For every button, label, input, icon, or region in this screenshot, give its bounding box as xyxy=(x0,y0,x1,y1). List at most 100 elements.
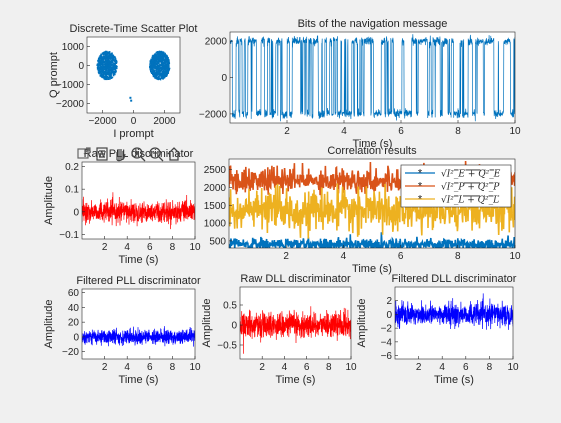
x-tick-label: 2 xyxy=(102,242,108,253)
y-tick-label: 40 xyxy=(68,303,80,314)
zoom-out-icon[interactable] xyxy=(148,146,164,162)
x-tick-label: 0 xyxy=(131,116,137,127)
axes-frame xyxy=(394,286,514,360)
x-tick-label: 2 xyxy=(259,362,265,373)
chart-navbits[interactable] xyxy=(229,31,516,124)
chart-title: Bits of the navigation message xyxy=(298,18,448,30)
export-icon[interactable] xyxy=(76,146,92,162)
series-line xyxy=(395,293,513,330)
chart-title: Raw PLL discriminator xyxy=(84,148,194,160)
x-tick-label: 8 xyxy=(455,126,461,137)
y-tick-label: −20 xyxy=(62,347,79,358)
y-tick-label: −2000 xyxy=(56,99,85,110)
x-tick-label: 2 xyxy=(416,362,422,373)
y-tick-label: 0 xyxy=(231,321,237,332)
series-line-2 xyxy=(229,183,515,239)
chart-scatter[interactable] xyxy=(86,36,181,114)
x-tick-label: 4 xyxy=(282,362,288,373)
plot-area[interactable] xyxy=(395,287,513,359)
y-tick-label: 2000 xyxy=(204,183,227,194)
legend-marker-icon: * xyxy=(418,168,423,180)
x-tick-label: 4 xyxy=(341,251,347,262)
chart-filtpll[interactable] xyxy=(81,288,196,360)
scatter-cluster-0 xyxy=(96,50,118,81)
x-tick-label: −2000 xyxy=(88,116,117,127)
x-tick-label: 4 xyxy=(124,242,130,253)
y-tick-label: 500 xyxy=(209,236,226,247)
chart-title: Discrete-Time Scatter Plot xyxy=(70,23,198,35)
series-line xyxy=(240,306,351,354)
x-axis-label: Time (s) xyxy=(353,138,393,150)
chart-rawpll[interactable] xyxy=(81,161,196,240)
chart-title: Filtered DLL discriminator xyxy=(392,273,517,285)
pan-icon[interactable] xyxy=(112,146,128,162)
series-line xyxy=(82,192,195,230)
y-tick-label: 1500 xyxy=(204,201,227,212)
scatter-cluster-1 xyxy=(149,50,171,81)
x-tick-label: 6 xyxy=(398,251,404,262)
series-line xyxy=(82,326,195,347)
y-tick-label: 0 xyxy=(386,310,392,321)
x-tick-label: 6 xyxy=(398,126,404,137)
x-tick-label: 4 xyxy=(439,362,445,373)
x-tick-label: 10 xyxy=(507,362,519,373)
y-tick-label: −0.1 xyxy=(59,230,79,241)
series-line xyxy=(230,34,515,122)
chart-filtdll[interactable] xyxy=(394,286,514,360)
chart-title: Filtered PLL discriminator xyxy=(76,275,201,287)
y-tick-label: −1000 xyxy=(56,80,85,91)
plot-area[interactable] xyxy=(82,162,195,239)
y-tick-label: −4 xyxy=(381,337,393,348)
home-icon[interactable] xyxy=(166,146,182,162)
y-tick-label: 20 xyxy=(68,318,80,329)
axes-frame xyxy=(81,161,196,240)
x-axis-label: I prompt xyxy=(113,128,153,140)
legend-entry-1: √I²_P + Q²_P xyxy=(441,182,500,193)
y-axis-label: Amplitude xyxy=(201,299,213,348)
y-axis-label: Amplitude xyxy=(43,300,55,349)
brush-icon[interactable] xyxy=(94,146,110,162)
x-tick-label: 10 xyxy=(509,251,521,262)
y-tick-label: 0 xyxy=(78,61,84,72)
chart-corr[interactable]: * √I²_E + Q²_E * √I²_P + Q²_P * √I²_L + Q²_L xyxy=(228,158,516,254)
x-tick-label: 4 xyxy=(341,126,347,137)
y-axis-label: Amplitude xyxy=(43,176,55,225)
plot-area[interactable] xyxy=(82,289,195,359)
chart-rawdll[interactable] xyxy=(239,286,352,360)
legend-entry-2: √I²_L + Q²_L xyxy=(441,195,499,206)
x-tick-label: 6 xyxy=(147,362,153,373)
x-axis-label: Time (s) xyxy=(276,374,316,386)
x-tick-label: 6 xyxy=(147,242,153,253)
axes-frame xyxy=(228,158,516,249)
y-tick-label: 0 xyxy=(73,207,79,218)
x-tick-label: 2 xyxy=(283,251,289,262)
axes-toolbar xyxy=(76,145,182,163)
x-axis-label: Time (s) xyxy=(352,263,392,275)
legend[interactable]: * √I²_E + Q²_E * √I²_P + Q²_P * √I²_L + Q²_L xyxy=(400,164,512,208)
x-tick-label: 10 xyxy=(345,362,357,373)
y-tick-label: 2 xyxy=(386,296,392,307)
x-tick-label: 8 xyxy=(487,362,493,373)
x-tick-label: 6 xyxy=(304,362,310,373)
y-tick-label: 0.1 xyxy=(65,185,79,196)
y-tick-label: −0.5 xyxy=(217,341,237,352)
zoom-in-icon[interactable] xyxy=(130,146,146,162)
y-tick-label: 1000 xyxy=(62,42,85,53)
scatter-outlier-1 xyxy=(130,99,133,102)
x-tick-label: 2000 xyxy=(153,116,176,127)
y-tick-label: 60 xyxy=(68,288,80,299)
x-tick-label: 8 xyxy=(455,251,461,262)
legend-marker-icon: * xyxy=(418,181,423,193)
x-tick-label: 2 xyxy=(284,126,290,137)
y-tick-label: −2 xyxy=(381,324,393,335)
y-axis-label: Q prompt xyxy=(48,52,60,98)
y-tick-label: 0 xyxy=(221,73,227,84)
x-tick-label: 4 xyxy=(124,362,130,373)
legend-marker-icon: * xyxy=(418,194,423,206)
x-tick-label: 10 xyxy=(189,242,201,253)
x-tick-label: 8 xyxy=(170,242,176,253)
y-tick-label: 2500 xyxy=(204,165,227,176)
x-tick-label: 10 xyxy=(509,126,521,137)
chart-title: Raw DLL discriminator xyxy=(240,273,351,285)
